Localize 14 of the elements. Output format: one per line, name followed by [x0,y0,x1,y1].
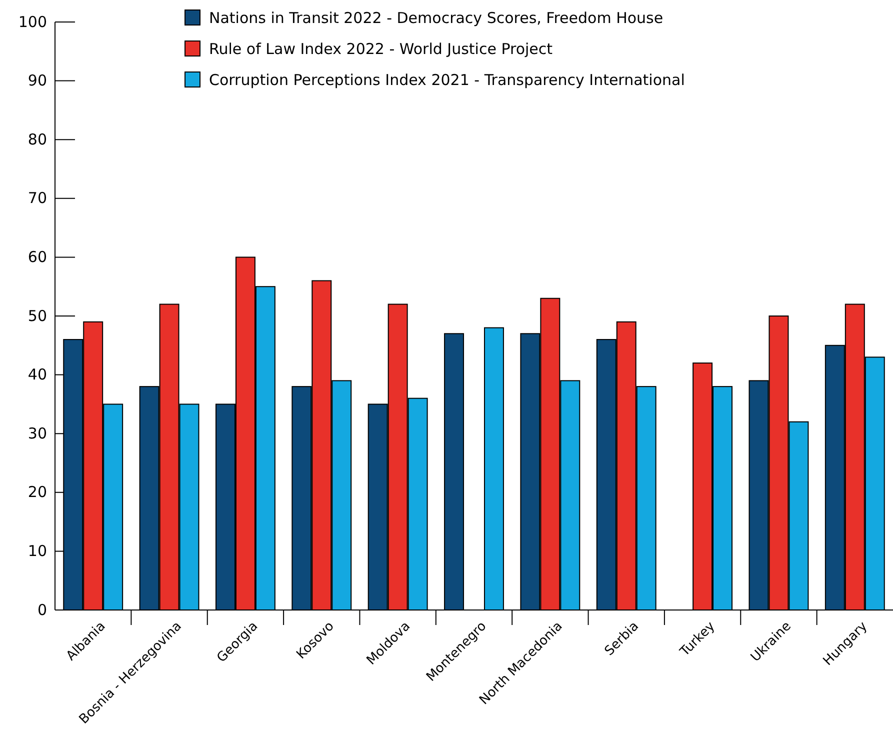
y-tick-label: 90 [28,72,47,90]
y-tick-label: 30 [28,424,47,442]
legend-label: Corruption Perceptions Index 2021 - Transparency International [209,71,685,89]
y-tick-label: 80 [28,130,47,148]
legend-label: Nations in Transit 2022 - Democracy Scores, Freedom House [209,9,664,27]
y-tick-label: 20 [28,483,47,502]
y-tick-label: 70 [28,189,47,208]
legend-label: Rule of Law Index 2022 - World Justice Project [209,40,553,58]
y-tick-label: 100 [18,12,47,31]
y-tick-label: 10 [28,542,47,560]
y-tick-label: 0 [37,600,47,619]
y-tick-label: 40 [28,366,47,384]
y-tick-label: 60 [28,248,47,266]
y-tick-label: 50 [28,306,47,325]
